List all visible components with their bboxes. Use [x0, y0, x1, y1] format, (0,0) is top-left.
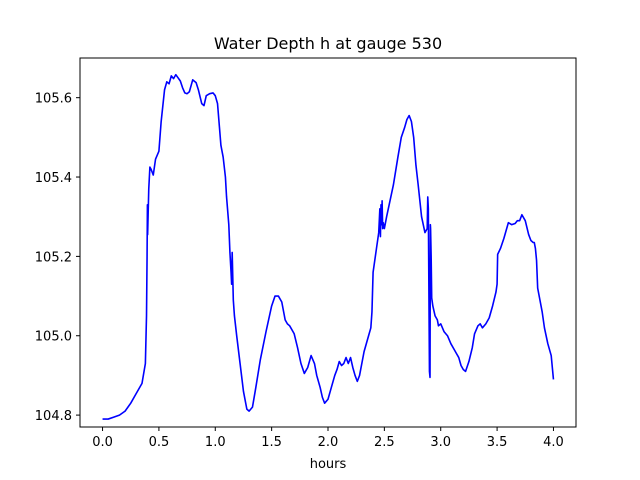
y-tick-label: 105.2 — [35, 250, 72, 265]
x-tick-label: 2.5 — [374, 435, 395, 450]
x-tick-label: 2.0 — [318, 435, 339, 450]
x-tick-label: 3.5 — [487, 435, 508, 450]
x-tick-label: 3.0 — [430, 435, 451, 450]
series-line-0 — [102, 73, 555, 420]
x-axis-label: hours — [310, 457, 347, 472]
axes-frame — [79, 57, 577, 428]
y-tick-label: 105.6 — [35, 92, 72, 107]
axis-ticks: 0.0 0.5 1.0 1.5 2.0 2.5 3.0 3.5 4.0 104.8 105.0 105… — [35, 92, 564, 450]
plot-area — [102, 73, 555, 420]
x-tick-label: 4.0 — [543, 435, 564, 450]
x-tick-label: 0.5 — [149, 435, 170, 450]
y-tick-label: 105.0 — [35, 330, 72, 345]
x-tick-label: 1.0 — [205, 435, 226, 450]
y-tick-label: 105.4 — [35, 171, 72, 186]
x-tick-label: 1.5 — [261, 435, 282, 450]
chart-title: Water Depth h at gauge 530 — [214, 34, 442, 53]
y-tick-label: 104.8 — [35, 409, 72, 424]
x-tick-label: 0.0 — [92, 435, 113, 450]
